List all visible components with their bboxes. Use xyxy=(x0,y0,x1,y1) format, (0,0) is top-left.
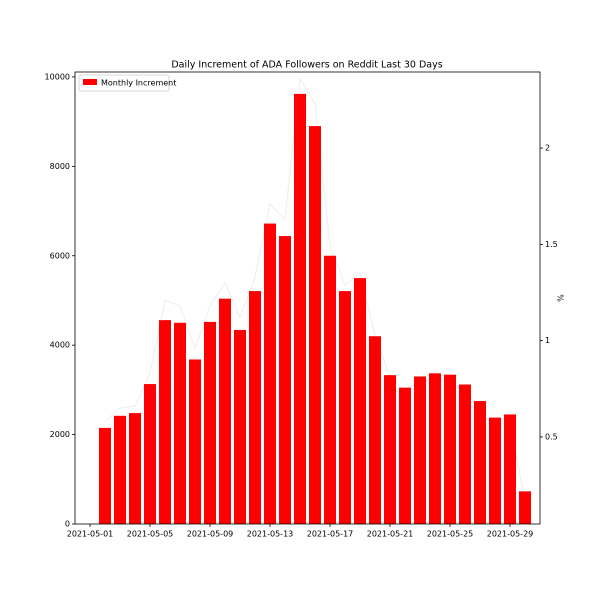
bar xyxy=(234,329,246,524)
bar xyxy=(219,298,231,524)
legend-label: Monthly Increment xyxy=(101,79,176,88)
x-tick-label: 2021-05-29 xyxy=(487,530,534,539)
chart-title: Daily Increment of ADA Followers on Redd… xyxy=(171,60,442,71)
bar xyxy=(264,223,276,524)
x-tick-label: 2021-05-25 xyxy=(427,530,474,539)
bar xyxy=(519,491,531,524)
x-tick-label: 2021-05-09 xyxy=(187,530,234,539)
bar xyxy=(399,387,411,524)
legend-swatch xyxy=(83,79,97,85)
bar xyxy=(504,414,516,524)
y2-tick-label: 1.5 xyxy=(545,240,558,249)
bar xyxy=(99,427,111,524)
bar xyxy=(324,255,336,525)
y-tick-label: 4000 xyxy=(50,341,70,350)
bar xyxy=(444,374,456,524)
bar xyxy=(144,384,156,524)
x-tick-label: 2021-05-17 xyxy=(307,530,354,539)
y2-tick-label: 0.5 xyxy=(545,432,558,441)
bar xyxy=(384,375,396,524)
y2-tick-label: 1 xyxy=(545,336,550,345)
y-tick-label: 2000 xyxy=(50,430,70,439)
bar xyxy=(459,384,471,524)
bar xyxy=(339,291,351,524)
bar xyxy=(354,278,366,524)
x-tick-label: 2021-05-01 xyxy=(67,530,114,539)
x-tick-label: 2021-05-05 xyxy=(127,530,174,539)
bar xyxy=(114,415,126,524)
legend-box xyxy=(78,74,170,92)
y2-tick-label: 2 xyxy=(545,144,550,153)
x-tick-label: 2021-05-21 xyxy=(367,530,414,539)
bar xyxy=(279,236,291,524)
bar xyxy=(309,126,321,525)
bar xyxy=(204,321,216,524)
bar xyxy=(159,320,171,524)
bar xyxy=(174,322,186,524)
y-tick-label: 10000 xyxy=(45,72,70,81)
bar xyxy=(414,376,426,524)
plot-frame xyxy=(74,71,541,525)
bar xyxy=(429,373,441,524)
bar xyxy=(294,93,306,525)
x-tick-label: 2021-05-13 xyxy=(247,530,294,539)
y2-axis-label: % xyxy=(556,294,565,302)
bar xyxy=(129,413,141,524)
bar xyxy=(189,359,201,524)
bar xyxy=(369,336,381,524)
y-tick-label: 6000 xyxy=(50,251,70,260)
bar xyxy=(474,401,486,524)
y-tick-label: 8000 xyxy=(50,162,70,171)
bar xyxy=(489,417,501,524)
y-tick-label: 0 xyxy=(65,520,70,529)
bar xyxy=(249,291,261,524)
